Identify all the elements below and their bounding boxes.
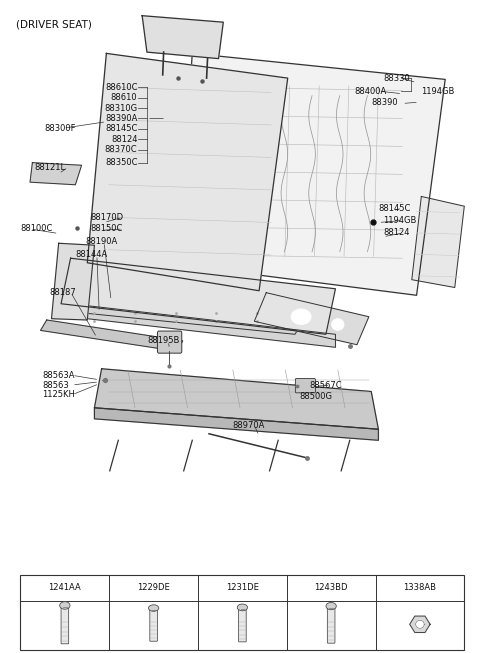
Text: 88330: 88330 bbox=[383, 74, 410, 83]
Text: 88124: 88124 bbox=[383, 229, 409, 238]
Text: 88390: 88390 bbox=[371, 98, 398, 106]
Polygon shape bbox=[412, 197, 464, 287]
Text: 88370C: 88370C bbox=[105, 145, 137, 154]
Text: 88500G: 88500G bbox=[300, 392, 333, 400]
Ellipse shape bbox=[60, 601, 70, 609]
Text: 88187: 88187 bbox=[49, 287, 76, 296]
Text: 88350C: 88350C bbox=[105, 158, 137, 167]
Text: 88145C: 88145C bbox=[105, 124, 137, 133]
FancyBboxPatch shape bbox=[61, 605, 69, 644]
Text: 1125KH: 1125KH bbox=[42, 390, 75, 399]
Ellipse shape bbox=[332, 319, 344, 330]
Text: 88121L: 88121L bbox=[35, 163, 66, 172]
Text: 88300F: 88300F bbox=[44, 123, 76, 133]
Text: 88610C: 88610C bbox=[105, 83, 137, 91]
Text: 88100C: 88100C bbox=[21, 225, 53, 234]
Polygon shape bbox=[61, 258, 336, 334]
Polygon shape bbox=[30, 163, 82, 185]
Text: 88567C: 88567C bbox=[309, 381, 342, 390]
Polygon shape bbox=[95, 369, 378, 429]
Text: 88124: 88124 bbox=[111, 135, 137, 144]
Text: 1229DE: 1229DE bbox=[137, 583, 170, 592]
Polygon shape bbox=[178, 54, 445, 295]
Ellipse shape bbox=[148, 605, 159, 611]
Ellipse shape bbox=[237, 604, 248, 611]
Text: 1241AA: 1241AA bbox=[48, 583, 81, 592]
Ellipse shape bbox=[291, 309, 311, 325]
Text: 1231DE: 1231DE bbox=[226, 583, 259, 592]
FancyBboxPatch shape bbox=[157, 331, 182, 353]
Polygon shape bbox=[416, 620, 424, 628]
Polygon shape bbox=[254, 293, 369, 345]
Text: 88145C: 88145C bbox=[378, 204, 411, 213]
Text: 88310G: 88310G bbox=[104, 104, 137, 112]
FancyBboxPatch shape bbox=[295, 379, 315, 393]
Polygon shape bbox=[51, 244, 95, 320]
Text: 88400A: 88400A bbox=[355, 87, 387, 95]
Text: 88195B: 88195B bbox=[147, 336, 180, 345]
Bar bbox=[21, 575, 464, 650]
Text: 88390A: 88390A bbox=[105, 114, 137, 123]
Polygon shape bbox=[410, 616, 430, 633]
Polygon shape bbox=[87, 54, 288, 291]
FancyBboxPatch shape bbox=[239, 607, 246, 642]
Text: 88170D: 88170D bbox=[90, 213, 123, 222]
Text: 1338AB: 1338AB bbox=[403, 583, 436, 592]
Text: 88610: 88610 bbox=[111, 93, 137, 102]
Polygon shape bbox=[71, 304, 336, 347]
Polygon shape bbox=[40, 320, 183, 351]
Text: (DRIVER SEAT): (DRIVER SEAT) bbox=[16, 20, 92, 29]
Text: 1243BD: 1243BD bbox=[314, 583, 348, 592]
Polygon shape bbox=[95, 407, 378, 440]
Text: 88190A: 88190A bbox=[85, 238, 117, 246]
FancyBboxPatch shape bbox=[150, 607, 157, 641]
Text: 88970A: 88970A bbox=[233, 421, 265, 430]
Polygon shape bbox=[142, 16, 223, 59]
Text: 88144A: 88144A bbox=[75, 251, 108, 259]
Text: 88150C: 88150C bbox=[91, 225, 123, 234]
Text: 88563A: 88563A bbox=[42, 371, 74, 380]
Text: 1194GB: 1194GB bbox=[383, 216, 417, 225]
Polygon shape bbox=[56, 291, 307, 334]
FancyBboxPatch shape bbox=[327, 605, 335, 643]
Text: 1194GB: 1194GB bbox=[421, 87, 455, 95]
Text: 88563: 88563 bbox=[42, 381, 69, 390]
Ellipse shape bbox=[326, 603, 336, 610]
